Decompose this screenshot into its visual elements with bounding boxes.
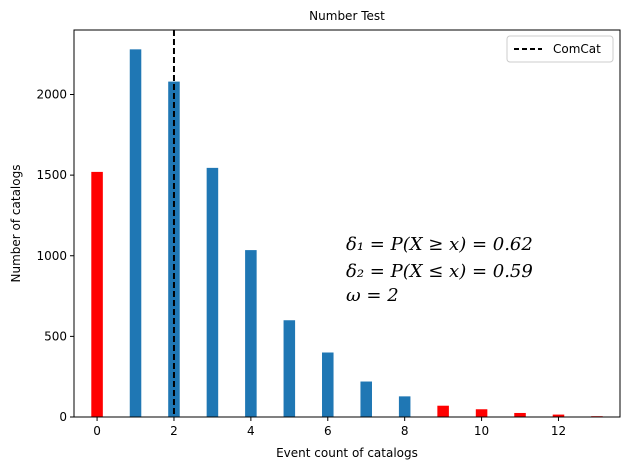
legend-box bbox=[506, 35, 614, 63]
bar-11 bbox=[514, 412, 526, 417]
y-tick-label: 1500 bbox=[36, 168, 67, 182]
axes-frame bbox=[73, 29, 621, 418]
y-tick-label: 2000 bbox=[36, 88, 67, 102]
x-tick-label: 10 bbox=[474, 424, 489, 438]
annotation-omega: ω = 2 bbox=[346, 285, 399, 306]
y-tick-label: 1000 bbox=[36, 249, 67, 263]
stats-annotations: δ₁ = P(X ≥ x) = 0.62 δ₂ = P(X ≤ x) = 0.5… bbox=[346, 234, 533, 306]
x-tick-label: 0 bbox=[93, 424, 101, 438]
legend-entry-comcat: ComCat bbox=[553, 42, 601, 56]
bar-0 bbox=[91, 171, 103, 417]
x-tick-label: 12 bbox=[551, 424, 566, 438]
y-axis-label: Number of catalogs bbox=[9, 165, 23, 283]
bar-7 bbox=[360, 381, 372, 417]
bar-10 bbox=[475, 409, 488, 417]
bar-4 bbox=[245, 250, 257, 417]
x-tick-label: 4 bbox=[247, 424, 255, 438]
x-tick-label: 8 bbox=[401, 424, 409, 438]
bar-8 bbox=[398, 396, 411, 417]
x-axis-label: Event count of catalogs bbox=[276, 446, 418, 460]
legend: ComCat bbox=[506, 35, 614, 63]
y-tick-label: 500 bbox=[44, 329, 67, 343]
y-axis-ticks: 0 500 1000 1500 2000 bbox=[36, 88, 74, 424]
annotation-delta1: δ₁ = P(X ≥ x) = 0.62 bbox=[346, 234, 533, 255]
y-tick-label: 0 bbox=[59, 410, 67, 424]
bar-5 bbox=[283, 320, 296, 417]
bar-1 bbox=[129, 49, 142, 417]
bar-6 bbox=[322, 352, 334, 417]
chart-title: Number Test bbox=[309, 9, 385, 23]
bar-9 bbox=[437, 405, 449, 417]
annotation-delta2: δ₂ = P(X ≤ x) = 0.59 bbox=[346, 261, 533, 282]
x-tick-label: 2 bbox=[170, 424, 178, 438]
x-tick-label: 6 bbox=[324, 424, 332, 438]
x-axis-ticks: 0 2 4 6 8 10 12 bbox=[93, 417, 566, 438]
bar-3 bbox=[206, 167, 219, 417]
bar-12 bbox=[552, 414, 565, 417]
